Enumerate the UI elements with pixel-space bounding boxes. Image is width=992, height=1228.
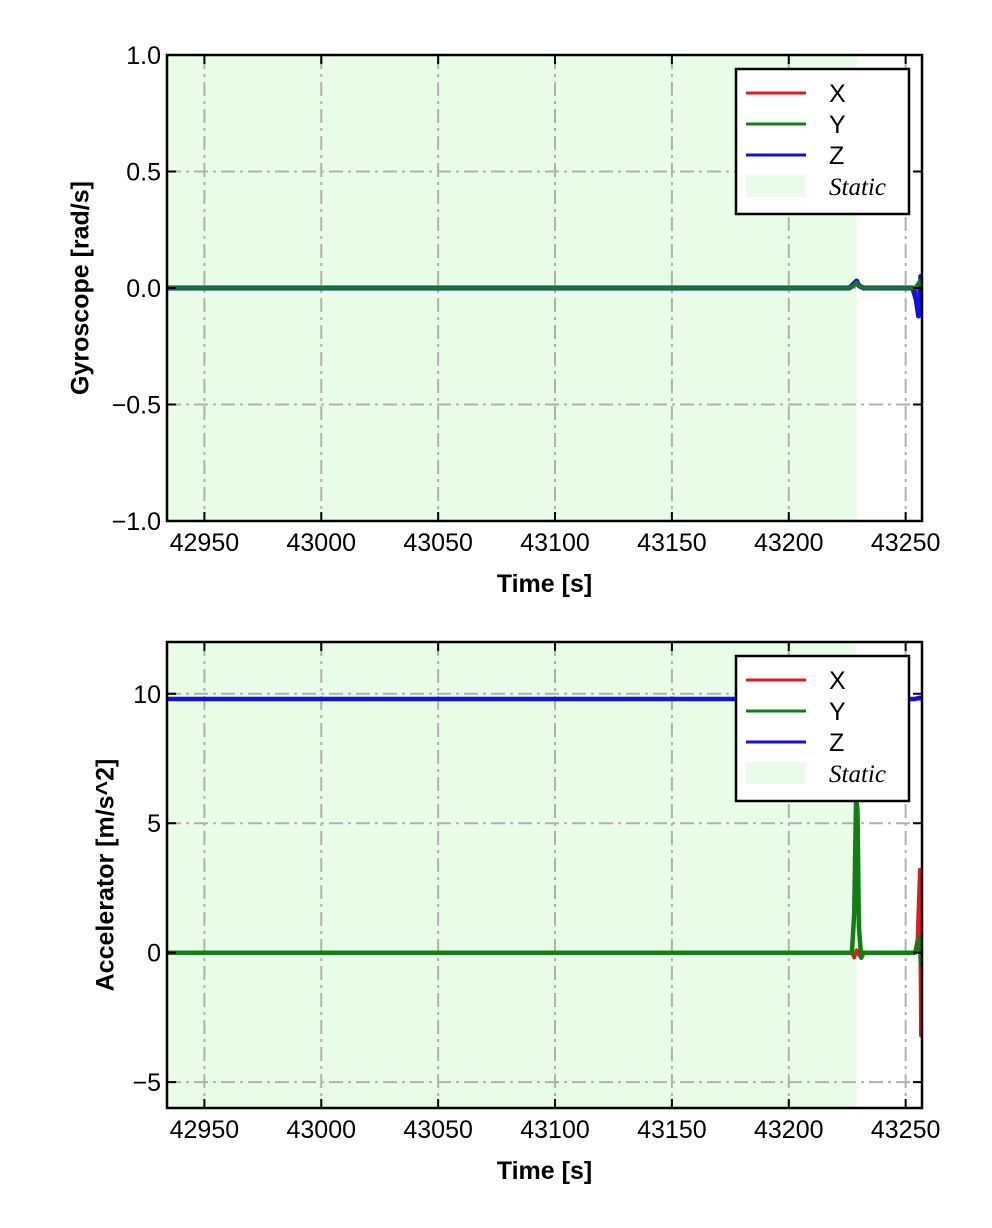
legend-label-static: Static xyxy=(829,761,886,788)
series-line-y xyxy=(167,279,922,290)
y-tick-label: 0.5 xyxy=(126,159,161,187)
legend-label-y: Y xyxy=(829,111,846,139)
x-tick-label: 43050 xyxy=(403,1116,473,1144)
legend-static-patch xyxy=(746,762,806,784)
x-tick-label: 43250 xyxy=(871,1116,941,1144)
y-tick-label: 5 xyxy=(147,810,161,838)
series-line-y xyxy=(167,795,922,966)
x-tick-label: 43250 xyxy=(871,529,941,557)
y-tick-label: −0.5 xyxy=(112,392,161,420)
accelerometer-panel: 42950 43000 43050 43100 43150 43200 43250 −5 0 5… xyxy=(92,640,941,1185)
x-tick-label: 43050 xyxy=(403,529,473,557)
y-tick-label: 10 xyxy=(133,681,161,709)
legend-label-x: X xyxy=(829,667,846,695)
y-tick-label: 0.0 xyxy=(126,275,161,303)
legend: X Y Z Static xyxy=(734,654,911,803)
x-tick-label: 43100 xyxy=(520,1116,590,1144)
x-tick-label: 43000 xyxy=(287,1116,357,1144)
x-tick-label: 43200 xyxy=(754,1116,824,1144)
x-tick-label: 42950 xyxy=(170,1116,240,1144)
legend: X Y Z Static xyxy=(734,67,911,216)
x-tick-labels: 42950 43000 43050 43100 43150 43200 43250 xyxy=(170,529,941,557)
y-tick-label: 0 xyxy=(147,940,161,968)
legend-label-y: Y xyxy=(829,698,846,726)
x-tick-label: 43150 xyxy=(637,1116,707,1144)
legend-label-z: Z xyxy=(829,729,844,757)
y-tick-label: −5 xyxy=(132,1069,161,1097)
x-tick-label: 43100 xyxy=(520,529,590,557)
x-tick-label: 43200 xyxy=(754,529,824,557)
x-tick-labels: 42950 43000 43050 43100 43150 43200 43250 xyxy=(170,1116,941,1144)
tick-marks xyxy=(167,642,922,1108)
x-axis-label: Time [s] xyxy=(497,1157,592,1185)
y-axis-label: Gyroscope [rad/s] xyxy=(67,181,95,395)
x-axis-label: Time [s] xyxy=(497,570,592,598)
x-tick-label: 43150 xyxy=(637,529,707,557)
x-tick-label: 42950 xyxy=(170,529,240,557)
y-tick-label: −1.0 xyxy=(112,508,161,536)
tick-marks xyxy=(167,54,922,522)
legend-label-z: Z xyxy=(829,142,844,170)
plot-frame xyxy=(165,640,924,1110)
legend-label-static: Static xyxy=(829,174,886,201)
x-tick-label: 43000 xyxy=(287,529,357,557)
y-tick-labels: −1.0 −0.5 0.0 0.5 1.0 xyxy=(112,42,161,536)
legend-label-x: X xyxy=(829,80,846,108)
y-tick-label: 1.0 xyxy=(126,42,161,70)
series-lines xyxy=(167,273,922,319)
legend-static-patch xyxy=(746,175,806,197)
y-axis-label: Accelerator [m/s^2] xyxy=(92,759,120,992)
y-tick-labels: −5 0 5 10 xyxy=(132,681,161,1097)
gyroscope-panel: 42950 43000 43050 43100 43150 43200 43250 −1.0… xyxy=(67,42,941,598)
